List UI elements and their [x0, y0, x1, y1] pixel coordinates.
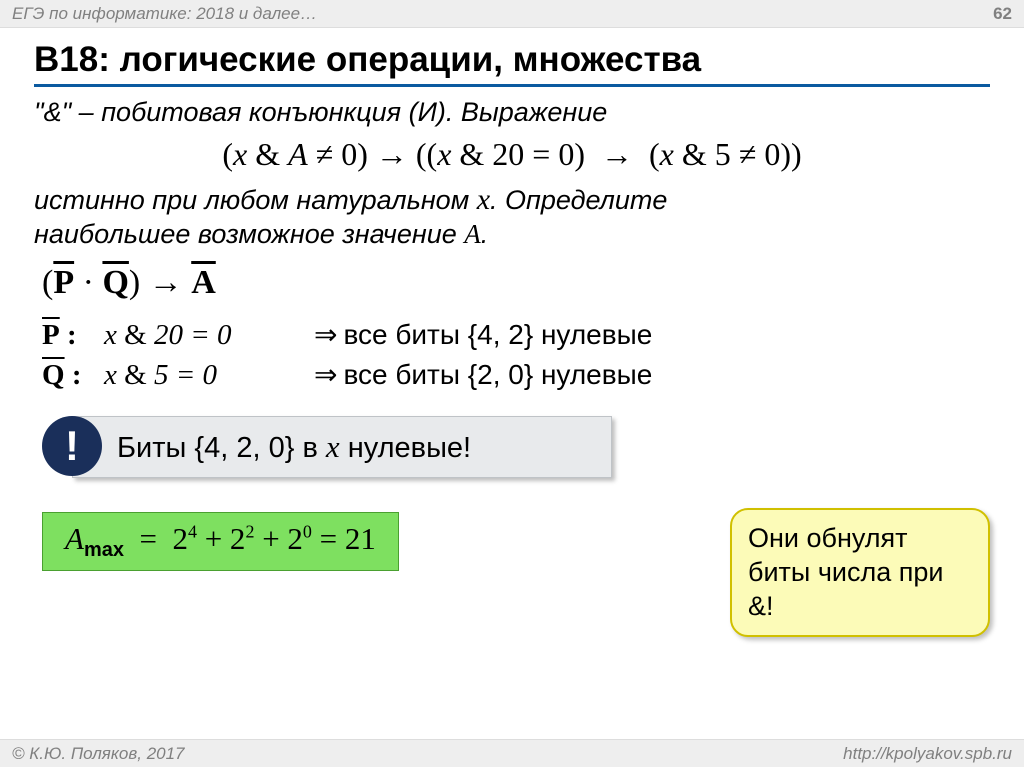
pl3b: . [481, 219, 489, 249]
q-expr: x & 5 = 0 [104, 359, 314, 392]
arrow-icon: ⇒ [314, 318, 337, 352]
q-row: Q : x & 5 = 0 ⇒ все биты {2, 0} нулевые [42, 358, 990, 392]
slide-footer: © К.Ю. Поляков, 2017 http://kpolyakov.sp… [0, 739, 1024, 767]
callout-box: Они обнулят биты числа при &! [730, 508, 990, 637]
note-a: Биты {4, 2, 0} в [117, 432, 326, 464]
arrow-icon: ⇒ [314, 358, 337, 392]
slide-header: ЕГЭ по информатике: 2018 и далее… 62 [0, 0, 1024, 28]
answer-sub: max [84, 539, 124, 561]
pl2a: истинно при любом натуральном [34, 185, 477, 215]
page-number: 62 [993, 4, 1012, 24]
header-left: ЕГЭ по информатике: 2018 и далее… [12, 4, 317, 24]
problem-line-3: наибольшее возможное значение A. [34, 219, 990, 250]
p-row: P : x & 20 = 0 ⇒ все биты {4, 2} нулевые [42, 318, 990, 352]
note-box: Биты {4, 2, 0} в x нулевые! [72, 416, 612, 478]
answer-box: Amax = 24 + 22 + 20 = 21 [42, 512, 399, 571]
note-b: нулевые! [340, 432, 471, 464]
footer-right: http://kpolyakov.spb.ru [843, 744, 1012, 764]
p-meaning: все биты {4, 2} нулевые [343, 319, 652, 351]
problem-line-1: "&" – побитовая конъюнкция (И). Выражени… [34, 97, 990, 128]
problem-line-2: истинно при любом натуральном x. Определ… [34, 183, 990, 217]
exclamation-icon: ! [42, 416, 102, 476]
slide-content: B18: логические операции, множества "&" … [0, 28, 1024, 571]
pl2b: . Определите [490, 185, 667, 215]
p-expr: x & 20 = 0 [104, 319, 314, 352]
q-meaning: все биты {2, 0} нулевые [343, 359, 652, 391]
q-label: Q : [42, 359, 104, 392]
p-label: P : [42, 319, 104, 352]
slide-title: B18: логические операции, множества [34, 40, 990, 87]
note-row: ! Биты {4, 2, 0} в x нулевые! [42, 416, 990, 478]
pl3a: наибольшее возможное значение [34, 219, 464, 249]
footer-left: © К.Ю. Поляков, 2017 [12, 744, 185, 764]
main-formula: (x & A ≠ 0) → ((x & 20 = 0) → (x & 5 ≠ 0… [34, 136, 990, 173]
logic-expression: (P · Q) → A [42, 264, 990, 302]
